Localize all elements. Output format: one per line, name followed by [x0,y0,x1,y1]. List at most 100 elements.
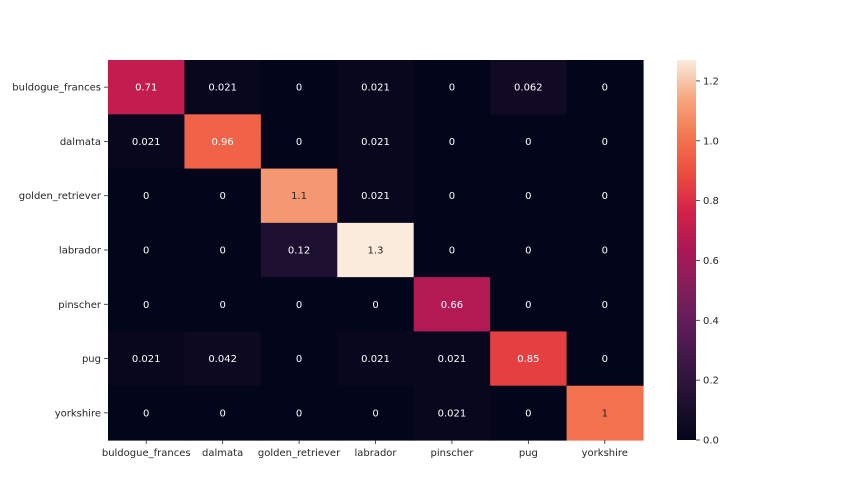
cell-value-label: 0 [296,408,302,419]
cell-value-label: 0 [525,137,531,148]
cell-value-label: 0.021 [361,137,390,148]
x-tick-label: labrador [354,448,397,459]
cell-value-label: 0.96 [212,137,234,148]
x-tick-label: dalmata [202,448,243,459]
cell-value-label: 0 [219,246,225,257]
heatmap-cell [337,277,415,333]
colorbar-tick-label: 0.8 [703,196,719,207]
heatmap-cell [108,222,186,278]
colorbar-tick-label: 0.4 [703,316,719,327]
cell-value-label: 0 [143,246,149,257]
colorbar-tick-label: 0.2 [703,376,719,387]
colorbar-tick-label: 1.0 [703,136,719,147]
cell-value-label: 0 [372,408,378,419]
y-tick-label: buldogue_frances [12,83,101,94]
cell-value-label: 0 [602,191,608,202]
heatmap-cells [108,60,644,441]
heatmap-cell [184,277,262,333]
heatmap-cell [413,385,491,441]
heatmap-cell [184,331,262,387]
cell-value-label: 0 [602,354,608,365]
cell-value-label: 0 [296,137,302,148]
cell-value-label: 0 [296,354,302,365]
cell-value-label: 0.021 [361,83,390,94]
cell-value-label: 0 [602,300,608,311]
heatmap-cell [413,222,491,278]
heatmap-cell [108,331,186,387]
heatmap-cell [566,222,644,278]
cell-value-label: 0 [219,300,225,311]
cell-value-label: 1.1 [291,191,307,202]
heatmap-cell [566,331,644,387]
cell-value-label: 0.021 [361,191,390,202]
heatmap-cell [490,222,568,278]
cell-value-label: 0.66 [441,300,463,311]
heatmap-cell [413,277,491,333]
x-axis-ticks: buldogue_frances dalmata golden_retriever l… [102,440,628,459]
heatmap-cell [260,331,338,387]
cell-value-label: 0 [525,191,531,202]
heatmap-cell [260,385,338,441]
y-tick-label: pug [82,354,101,365]
x-tick-label: golden_retriever [258,448,341,459]
heatmap-cell [337,385,415,441]
heatmap-cell [337,114,415,170]
colorbar-gradient [677,60,696,440]
cell-value-label: 0.021 [438,354,467,365]
cell-value-label: 0 [525,300,531,311]
colorbar-tick-label: 1.2 [703,76,719,87]
heatmap-cell [108,114,186,170]
cell-value-label: 0.021 [438,408,467,419]
heatmap-cell [260,60,338,115]
heatmap-cell [184,168,262,224]
cell-value-label: 0.062 [514,83,543,94]
x-tick-label: buldogue_frances [102,448,191,459]
heatmap-cell [413,168,491,224]
cell-value-label: 0 [602,83,608,94]
heatmap-cell [566,168,644,224]
heatmap-cell [566,277,644,333]
heatmap-cell [108,60,186,115]
heatmap-cell [566,60,644,115]
cell-value-label: 1.3 [368,246,384,257]
cell-value-label: 0.021 [132,137,161,148]
cell-value-label: 0 [525,408,531,419]
heatmap-cell [184,114,262,170]
heatmap-cell [566,385,644,441]
cell-value-label: 0 [219,191,225,202]
heatmap-cell [413,60,491,115]
cell-value-label: 0 [525,246,531,257]
cell-value-label: 0.021 [208,83,237,94]
heatmap-cell [413,331,491,387]
cell-value-label: 0 [372,300,378,311]
heatmap-cell [566,114,644,170]
y-tick-label: yorkshire [55,408,101,419]
heatmap-cell [184,60,262,115]
cell-value-label: 0 [143,300,149,311]
cell-value-label: 0.12 [288,246,310,257]
heatmap-cell [260,168,338,224]
heatmap-cell [490,168,568,224]
x-tick-label: pug [519,448,538,459]
cell-value-label: 0 [296,83,302,94]
heatmap-cell [337,222,415,278]
heatmap-cell [490,114,568,170]
cell-value-label: 0 [449,83,455,94]
cell-value-label: 0.021 [132,354,161,365]
cell-value-label: 0 [296,300,302,311]
heatmap-cell [260,277,338,333]
heatmap-cell [108,168,186,224]
cell-value-label: 0 [449,191,455,202]
cell-value-label: 0 [449,137,455,148]
x-tick-label: pinscher [431,448,475,459]
colorbar: 0.0 0.2 0.4 0.6 0.8 1.0 1.2 [677,60,719,447]
cell-value-label: 0 [449,246,455,257]
cell-value-label: 0.85 [517,354,539,365]
cell-value-label: 0 [602,246,608,257]
cell-value-label: 0.021 [361,354,390,365]
y-tick-label: golden_retriever [19,191,102,202]
x-tick-label: yorkshire [582,448,628,459]
heatmap-cell [108,277,186,333]
